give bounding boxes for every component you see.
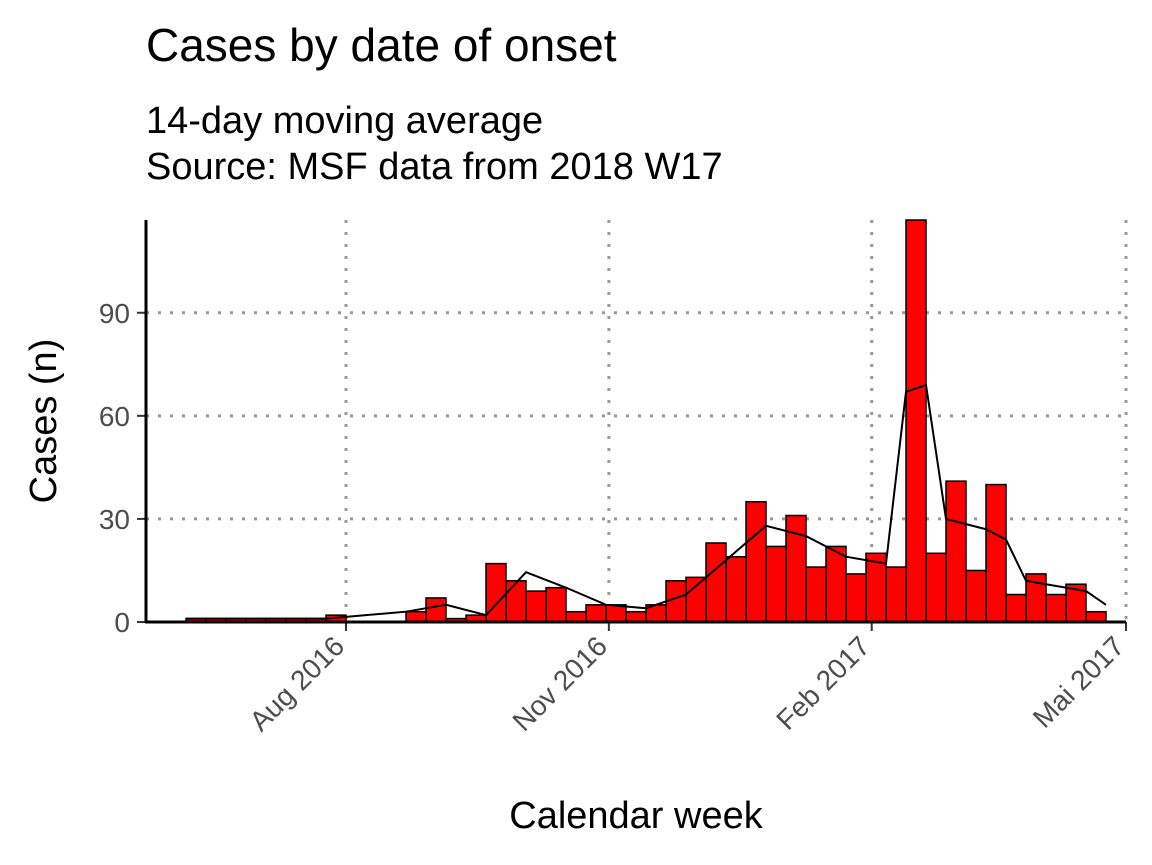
bar (905, 219, 927, 623)
bar (505, 580, 527, 623)
bar (585, 604, 607, 623)
bar (525, 590, 547, 623)
axes-group (137, 220, 1127, 631)
bar (945, 480, 967, 623)
bar (965, 569, 987, 623)
bar (1005, 593, 1027, 623)
y-tick-label: 60 (99, 401, 130, 432)
x-tick-label: Nov 2016 (506, 630, 613, 737)
y-axis-label: Cases (n) (23, 339, 65, 504)
bar (885, 566, 907, 623)
bar (545, 586, 567, 623)
moving-average-line (186, 383, 1107, 620)
grid-lines (146, 220, 1128, 624)
bar (845, 573, 867, 623)
bar (685, 576, 707, 623)
x-tick-label: Mai 2017 (1027, 630, 1130, 733)
subtitle-line-2: Source: MSF data from 2018 W17 (146, 146, 723, 188)
bar (725, 555, 747, 623)
bar (1085, 610, 1107, 623)
x-axis-label: Calendar week (509, 795, 763, 837)
bar (925, 552, 947, 623)
y-tick-label: 0 (114, 607, 130, 638)
bar (765, 545, 787, 623)
bar (985, 483, 1007, 623)
y-tick-label: 30 (99, 504, 130, 535)
bar (745, 500, 767, 623)
bar (625, 610, 647, 623)
bar (805, 566, 827, 623)
bar (405, 610, 427, 623)
bar (705, 542, 727, 623)
y-tick-label: 90 (99, 298, 130, 329)
x-tick-label: Aug 2016 (244, 630, 351, 737)
y-tick-labels: 0 30 60 90 (99, 298, 130, 638)
x-tick-label: Feb 2017 (770, 630, 876, 736)
chart-title: Cases by date of onset (146, 19, 617, 71)
subtitle-line-1: 14-day moving average (146, 100, 544, 142)
x-tick-labels: Aug 2016 Nov 2016 Feb 2017 Mai 2017 (244, 630, 1131, 737)
chart-subtitle: 14-day moving average Source: MSF data f… (146, 98, 723, 190)
bar (1045, 593, 1067, 623)
bar (425, 597, 447, 623)
bar (605, 604, 627, 623)
bar (825, 545, 847, 623)
bars-group (185, 219, 1107, 623)
bar (565, 610, 587, 623)
moving-average-group (186, 383, 1107, 620)
